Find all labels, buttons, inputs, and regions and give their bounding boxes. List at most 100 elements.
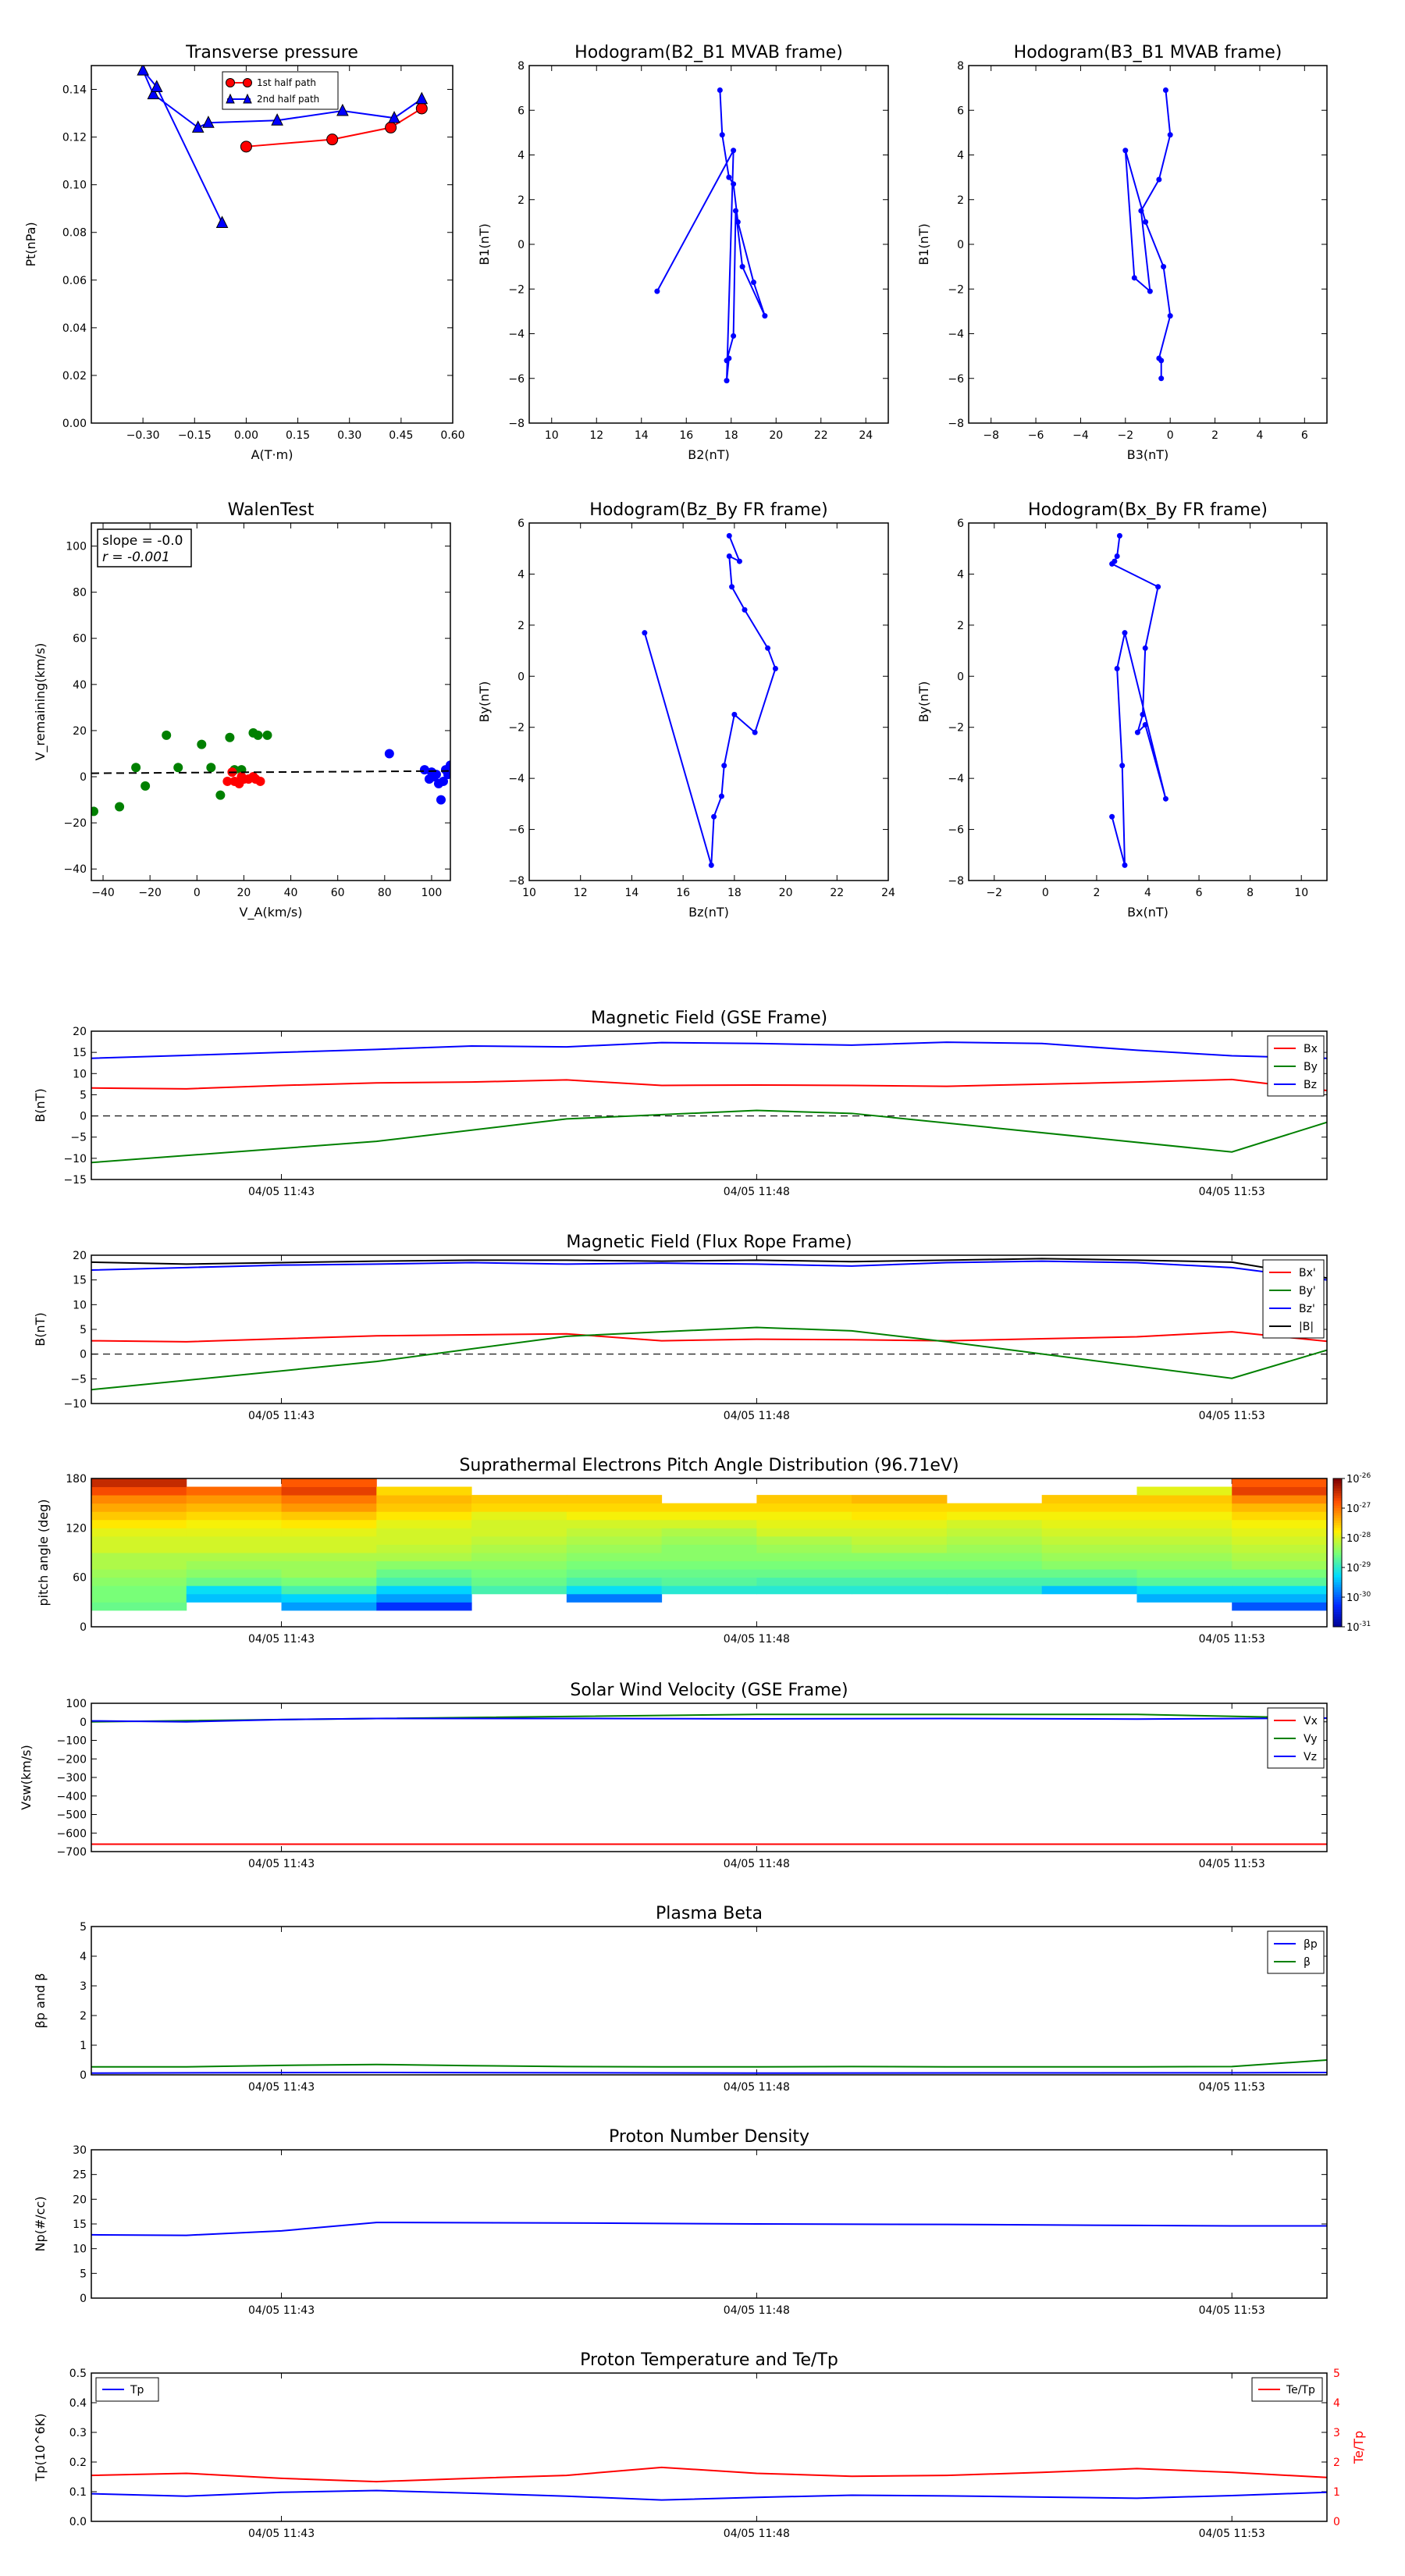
heatmap-cell (91, 1577, 187, 1586)
y-tick-label: 0.2 (69, 2457, 87, 2469)
data-point (1109, 813, 1115, 820)
data-point (336, 103, 349, 116)
heatmap-cell (852, 1535, 948, 1545)
y-right-tick-label: 5 (1333, 2368, 1340, 2380)
x-tick-label: 0.45 (389, 429, 413, 442)
heatmap-cell (661, 1569, 757, 1578)
data-point (1114, 665, 1120, 671)
x-tick-label: 0 (194, 887, 201, 899)
colorbar-segment (1333, 1604, 1342, 1608)
y-tick-label: 15 (73, 2218, 87, 2231)
heatmap-cell (186, 1519, 283, 1528)
heatmap-cell (566, 1495, 663, 1504)
heatmap-cell (661, 1503, 757, 1512)
y-tick-label: 0 (80, 2069, 87, 2082)
heatmap-cell (1232, 1528, 1327, 1537)
chart-title: Solar Wind Velocity (GSE Frame) (570, 1681, 848, 1700)
heatmap-cell (376, 1486, 472, 1496)
heatmap-cell (852, 1553, 948, 1562)
data-point (215, 790, 226, 800)
heatmap-cell (1041, 1495, 1137, 1504)
x-tick-label: 14 (635, 429, 649, 442)
y-axis-label: By(nT) (916, 681, 931, 723)
heatmap-cell (1136, 1544, 1232, 1553)
heatmap-cell (1136, 1553, 1232, 1562)
chart-title: Hodogram(B2_B1 MVAB frame) (574, 43, 843, 62)
series-β-line (91, 2059, 1327, 2068)
data-point (772, 665, 778, 671)
y-tick-label: 15 (73, 1275, 87, 1287)
data-point (1122, 630, 1128, 636)
series-Vz-line (91, 1717, 1327, 1723)
legend-label: Bz (1304, 1079, 1317, 1091)
x-axis-label: Bz(nT) (688, 905, 729, 920)
heatmap-cell (852, 1519, 948, 1528)
colorbar-label: 10-27 (1346, 1502, 1371, 1515)
y-tick-label: 180 (66, 1473, 87, 1485)
data-point (415, 102, 428, 115)
heatmap-cell (281, 1577, 377, 1586)
colorbar-segment (1333, 1574, 1342, 1578)
heatmap-cell (281, 1569, 377, 1578)
y-tick-label: 4 (80, 1951, 87, 1963)
heatmap-cells (91, 1478, 1327, 1611)
data-point (419, 765, 429, 775)
series-main-line (91, 2222, 1327, 2236)
series-line (142, 69, 422, 223)
heatmap-cell (946, 1553, 1043, 1562)
colorbar-label: 10-29 (1346, 1561, 1371, 1574)
heatmap-cell (186, 1528, 283, 1537)
heatmap-cell (661, 1553, 757, 1562)
heatmap-cell (1136, 1511, 1232, 1521)
heatmap-cell (1041, 1544, 1137, 1553)
y-axis-label: βp and β (33, 1973, 48, 2029)
y-axis-label: Vsw(km/s) (19, 1745, 34, 1809)
data-point (654, 288, 660, 294)
heatmap-cell (376, 1544, 472, 1553)
data-point (1131, 275, 1137, 281)
x-tick-label: −40 (91, 887, 115, 899)
y-tick-label: 6 (518, 105, 525, 117)
y-tick-label: 20 (73, 1250, 87, 1262)
heatmap-cell (661, 1535, 757, 1545)
series-group (654, 87, 768, 384)
series-Bx'-line (91, 1331, 1327, 1343)
heatmap-cell (91, 1569, 187, 1578)
heatmap-cell (91, 1503, 187, 1512)
heatmap-cell (376, 1593, 472, 1603)
legend-label: βp (1304, 1938, 1318, 1951)
y-tick-label: 20 (73, 1026, 87, 1038)
colorbar-segment (1333, 1500, 1342, 1504)
data-point (752, 729, 758, 735)
heatmap-cell (566, 1585, 663, 1595)
x-tick-label: 12 (574, 887, 588, 899)
data-point (731, 148, 737, 154)
x-tick-label: 04/05 11:43 (248, 2081, 315, 2094)
x-tick-label: 20 (769, 429, 783, 442)
data-point (1162, 87, 1168, 93)
heatmap-cell (281, 1535, 377, 1545)
data-point (388, 111, 400, 123)
y-tick-label: −2 (508, 283, 525, 296)
x-tick-label: 0.60 (440, 429, 464, 442)
data-point (1114, 553, 1120, 560)
x-tick-label: 40 (284, 887, 298, 899)
series-By-line (91, 1109, 1327, 1164)
heatmap-cell (376, 1503, 472, 1512)
y-tick-label: 0.06 (62, 275, 87, 287)
y-tick-label: −200 (57, 1753, 87, 1766)
y-tick-label: −4 (948, 773, 964, 785)
x-tick-label: 80 (378, 887, 392, 899)
x-tick-label: 24 (881, 887, 895, 899)
colorbar-segment (1333, 1528, 1342, 1531)
heatmap-cell (852, 1528, 948, 1537)
y-tick-label: 2 (957, 620, 964, 632)
heatmap-cell (1136, 1495, 1232, 1504)
heatmap-cell (1232, 1569, 1327, 1578)
data-point (1167, 313, 1173, 319)
heatmap-cell (566, 1577, 663, 1586)
colorbar-segment (1333, 1488, 1342, 1492)
y-tick-label: 30 (73, 2144, 87, 2157)
colorbar-segment (1333, 1570, 1342, 1573)
heatmap-cell (186, 1511, 283, 1521)
